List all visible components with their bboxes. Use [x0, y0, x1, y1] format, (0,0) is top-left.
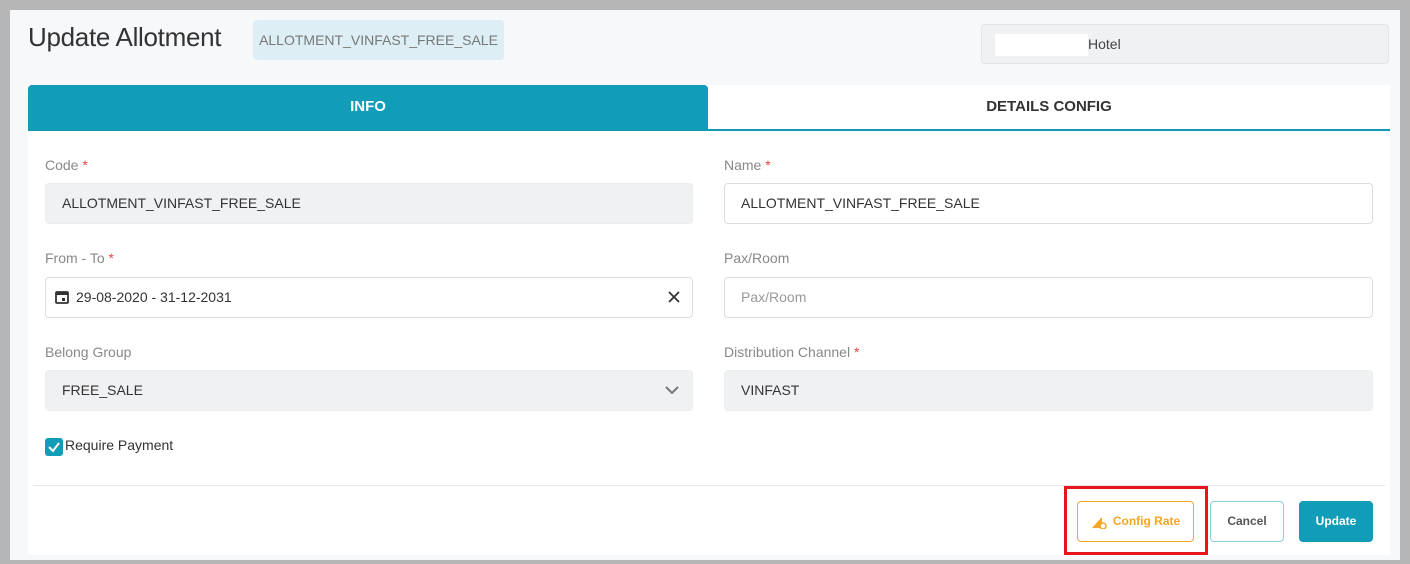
require-payment-checkbox[interactable]	[45, 438, 63, 456]
page: Update Allotment ALLOTMENT_VINFAST_FREE_…	[10, 10, 1400, 560]
pax-room-input[interactable]: Pax/Room	[724, 277, 1373, 318]
form-card: INFO DETAILS CONFIG Code * ALLOTMENT_VIN…	[28, 85, 1390, 555]
name-field[interactable]: ALLOTMENT_VINFAST_FREE_SALE	[724, 183, 1373, 224]
tab-details-config[interactable]: DETAILS CONFIG	[986, 98, 1112, 115]
update-button[interactable]: Update	[1299, 501, 1373, 542]
required-mark: *	[853, 344, 860, 360]
distribution-channel-label-text: Distribution Channel	[724, 344, 851, 360]
date-range-field[interactable]: 29-08-2020 - 31-12-2031	[45, 277, 693, 318]
distribution-channel-field[interactable]: VINFAST	[724, 370, 1373, 411]
config-rate-button[interactable]: Config Rate	[1077, 501, 1194, 542]
hotel-selector[interactable]: Hotel	[981, 24, 1389, 64]
tab-info[interactable]: INFO	[28, 85, 708, 129]
name-label: Name *	[724, 157, 771, 173]
check-icon	[48, 442, 60, 453]
belong-group-select[interactable]: FREE_SALE	[45, 370, 693, 411]
tab-bar: INFO DETAILS CONFIG	[28, 85, 1390, 131]
belong-group-label: Belong Group	[45, 344, 132, 360]
cancel-button[interactable]: Cancel	[1210, 501, 1284, 542]
pax-room-placeholder: Pax/Room	[741, 289, 807, 305]
required-mark: *	[108, 250, 114, 266]
from-to-label-text: From - To	[45, 250, 105, 266]
code-label-text: Code	[45, 157, 79, 173]
clear-icon[interactable]	[668, 291, 680, 303]
pax-room-label: Pax/Room	[724, 250, 790, 266]
require-payment-label: Require Payment	[65, 437, 174, 453]
code-label: Code *	[45, 157, 88, 173]
config-rate-icon	[1091, 516, 1107, 530]
redacted-hotel-name	[995, 34, 1088, 56]
code-field[interactable]: ALLOTMENT_VINFAST_FREE_SALE	[45, 183, 693, 224]
belong-group-value: FREE_SALE	[62, 382, 143, 398]
calendar-icon	[55, 291, 69, 304]
chevron-down-icon	[665, 386, 679, 395]
required-mark: *	[82, 157, 88, 173]
hotel-label: Hotel	[1088, 36, 1121, 52]
from-to-label: From - To *	[45, 250, 114, 266]
distribution-channel-label: Distribution Channel *	[724, 344, 859, 360]
required-mark: *	[765, 157, 771, 173]
date-range-value: 29-08-2020 - 31-12-2031	[76, 289, 232, 305]
divider	[33, 485, 1385, 486]
page-title: Update Allotment	[28, 22, 222, 52]
highlight-box	[1064, 486, 1208, 555]
config-rate-label: Config Rate	[1112, 514, 1181, 528]
code-badge: ALLOTMENT_VINFAST_FREE_SALE	[253, 20, 504, 60]
name-label-text: Name	[724, 157, 762, 173]
